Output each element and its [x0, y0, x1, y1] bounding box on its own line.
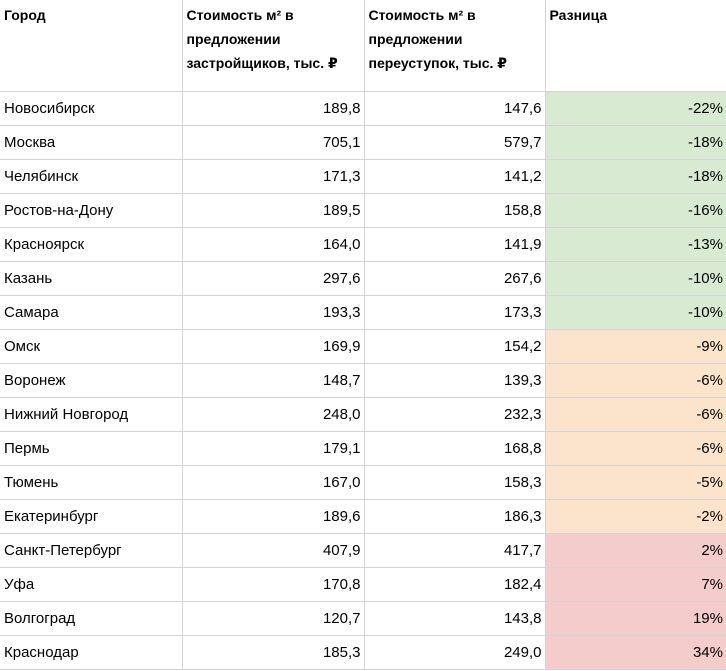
difference-cell: 7% [544, 567, 726, 602]
city-cell: Санкт-Петербург [0, 533, 183, 568]
developer-price-cell: 189,8 [181, 91, 365, 126]
city-cell: Воронеж [0, 363, 183, 398]
table-row: Екатеринбург 189,6 186,3 -2% [0, 499, 726, 534]
developer-price-cell: 248,0 [181, 397, 365, 432]
table-row: Самара 193,3 173,3 -10% [0, 295, 726, 330]
table-row: Омск 169,9 154,2 -9% [0, 329, 726, 364]
developer-price-cell: 297,6 [181, 261, 365, 296]
city-cell: Волгоград [0, 601, 183, 636]
city-cell: Тюмень [0, 465, 183, 500]
resale-price-cell: 232,3 [363, 397, 546, 432]
header-difference: Разница [544, 0, 726, 92]
developer-price-cell: 148,7 [181, 363, 365, 398]
header-resale-price: Стоимость м² в предложении переуступок, … [363, 0, 546, 92]
difference-cell: -10% [544, 295, 726, 330]
resale-price-cell: 579,7 [363, 125, 546, 160]
difference-cell: -18% [544, 159, 726, 194]
city-cell: Нижний Новгород [0, 397, 183, 432]
difference-cell: -13% [544, 227, 726, 262]
resale-price-cell: 168,8 [363, 431, 546, 466]
resale-price-cell: 182,4 [363, 567, 546, 602]
resale-price-cell: 141,2 [363, 159, 546, 194]
developer-price-cell: 193,3 [181, 295, 365, 330]
city-cell: Самара [0, 295, 183, 330]
resale-price-cell: 267,6 [363, 261, 546, 296]
header-row: Город Стоимость м² в предложении застрой… [0, 0, 726, 92]
difference-cell: -18% [544, 125, 726, 160]
table-row: Красноярск 164,0 141,9 -13% [0, 227, 726, 262]
developer-price-cell: 164,0 [181, 227, 365, 262]
table-row: Нижний Новгород 248,0 232,3 -6% [0, 397, 726, 432]
resale-price-cell: 139,3 [363, 363, 546, 398]
table-row: Новосибирск 189,8 147,6 -22% [0, 91, 726, 126]
difference-cell: 19% [544, 601, 726, 636]
resale-price-cell: 141,9 [363, 227, 546, 262]
table-row: Москва 705,1 579,7 -18% [0, 125, 726, 160]
table-row: Волгоград 120,7 143,8 19% [0, 601, 726, 636]
difference-cell: -6% [544, 431, 726, 466]
resale-price-cell: 173,3 [363, 295, 546, 330]
difference-cell: -2% [544, 499, 726, 534]
developer-price-cell: 167,0 [181, 465, 365, 500]
developer-price-cell: 189,5 [181, 193, 365, 228]
difference-cell: -6% [544, 397, 726, 432]
city-cell: Новосибирск [0, 91, 183, 126]
table-row: Ростов-на-Дону 189,5 158,8 -16% [0, 193, 726, 228]
city-cell: Краснодар [0, 635, 183, 670]
resale-price-cell: 186,3 [363, 499, 546, 534]
difference-cell: -16% [544, 193, 726, 228]
table-row: Пермь 179,1 168,8 -6% [0, 431, 726, 466]
difference-cell: -5% [544, 465, 726, 500]
header-city: Город [0, 0, 183, 92]
city-cell: Пермь [0, 431, 183, 466]
developer-price-cell: 407,9 [181, 533, 365, 568]
table-row: Уфа 170,8 182,4 7% [0, 567, 726, 602]
city-cell: Омск [0, 329, 183, 364]
developer-price-cell: 170,8 [181, 567, 365, 602]
resale-price-cell: 147,6 [363, 91, 546, 126]
resale-price-cell: 154,2 [363, 329, 546, 364]
city-cell: Казань [0, 261, 183, 296]
resale-price-cell: 417,7 [363, 533, 546, 568]
developer-price-cell: 185,3 [181, 635, 365, 670]
city-cell: Челябинск [0, 159, 183, 194]
resale-price-cell: 158,3 [363, 465, 546, 500]
developer-price-cell: 120,7 [181, 601, 365, 636]
table-body: Новосибирск 189,8 147,6 -22% Москва 705,1 579,… [0, 91, 726, 670]
difference-cell: 34% [544, 635, 726, 670]
resale-price-cell: 249,0 [363, 635, 546, 670]
city-cell: Уфа [0, 567, 183, 602]
developer-price-cell: 169,9 [181, 329, 365, 364]
table-row: Санкт-Петербург 407,9 417,7 2% [0, 533, 726, 568]
city-cell: Ростов-на-Дону [0, 193, 183, 228]
table-row: Воронеж 148,7 139,3 -6% [0, 363, 726, 398]
difference-cell: -6% [544, 363, 726, 398]
resale-price-cell: 158,8 [363, 193, 546, 228]
difference-cell: -9% [544, 329, 726, 364]
city-cell: Красноярск [0, 227, 183, 262]
difference-cell: -10% [544, 261, 726, 296]
developer-price-cell: 189,6 [181, 499, 365, 534]
difference-cell: -22% [544, 91, 726, 126]
city-cell: Москва [0, 125, 183, 160]
table-row: Челябинск 171,3 141,2 -18% [0, 159, 726, 194]
developer-price-cell: 171,3 [181, 159, 365, 194]
difference-cell: 2% [544, 533, 726, 568]
resale-price-cell: 143,8 [363, 601, 546, 636]
developer-price-cell: 705,1 [181, 125, 365, 160]
table-row: Тюмень 167,0 158,3 -5% [0, 465, 726, 500]
table-row: Казань 297,6 267,6 -10% [0, 261, 726, 296]
table-row: Краснодар 185,3 249,0 34% [0, 635, 726, 670]
header-developer-price: Стоимость м² в предложении застройщиков,… [181, 0, 365, 92]
developer-price-cell: 179,1 [181, 431, 365, 466]
city-cell: Екатеринбург [0, 499, 183, 534]
